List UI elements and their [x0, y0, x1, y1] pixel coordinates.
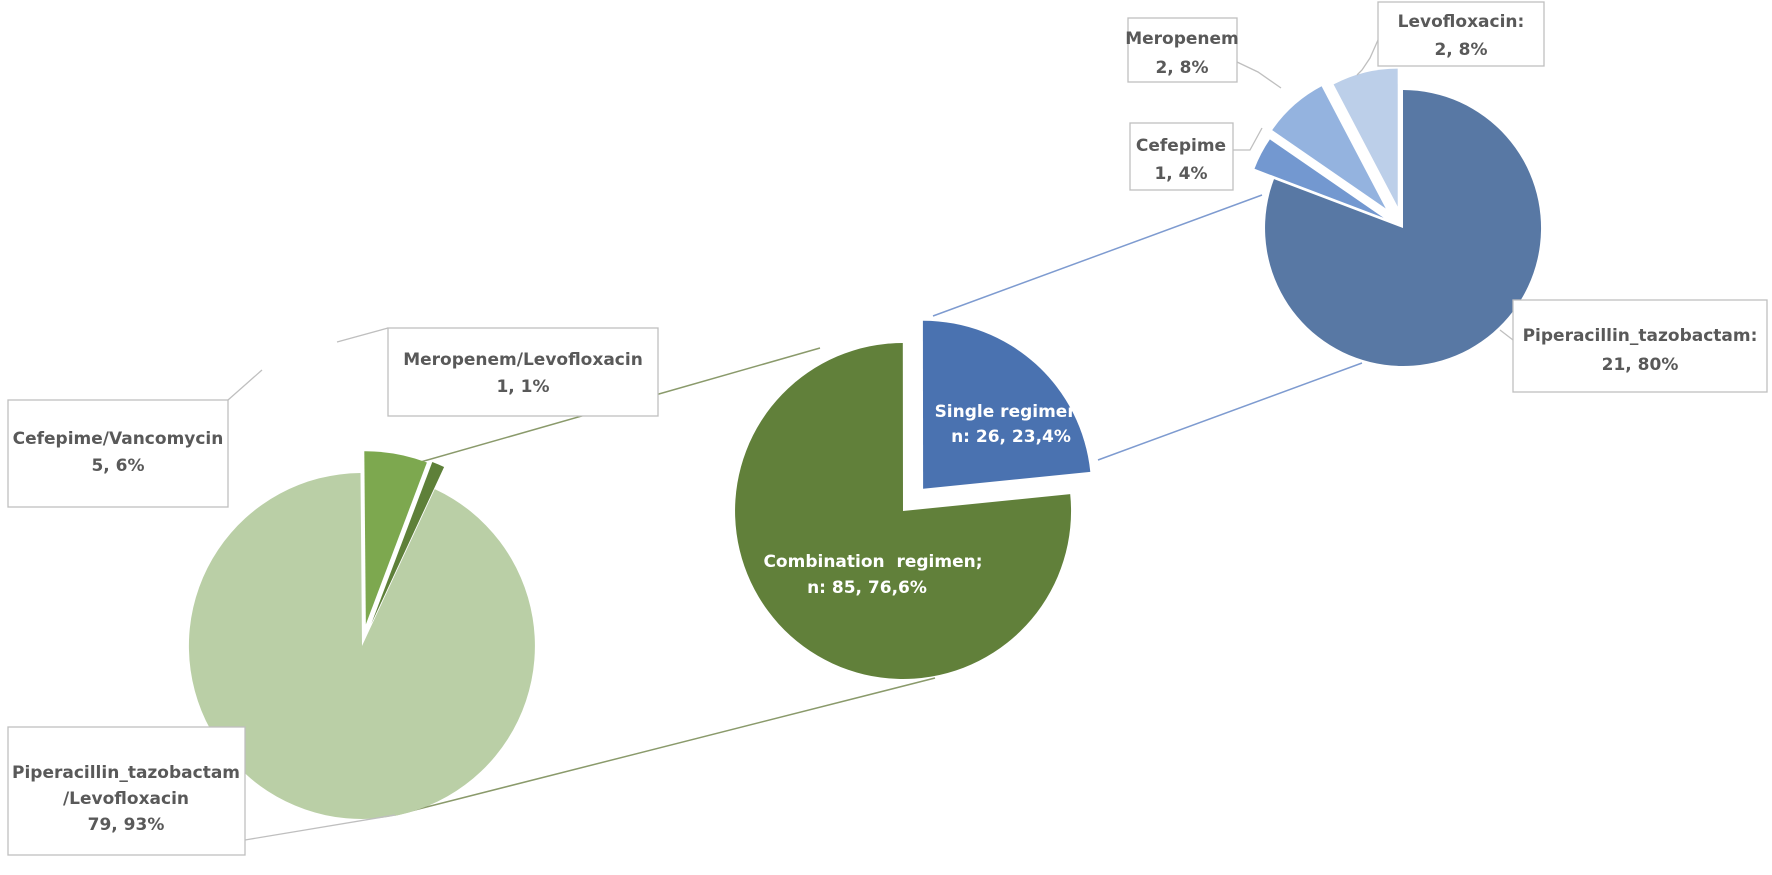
- pie-slice-combination-regimen: [735, 343, 1072, 679]
- pie-slice-single-regimen: [922, 320, 1091, 489]
- callout-cefepime: Cefepime 1, 4%: [1129, 122, 1263, 191]
- callout-cefepime-vancomycin: Cefepime/Vancomycin 5, 6%: [7, 369, 263, 508]
- data-label-single-regimen-name: Single regimen: [935, 402, 1080, 422]
- pie-slice-piperacillin-tazobactam-levofloxacin: [188, 473, 535, 819]
- callout-levofloxacin: Levofloxacin: 2, 8%: [1356, 1, 1545, 76]
- pie-slice-meropenem-levofloxacin: [371, 462, 445, 624]
- callout-meropenem-value: 2, 8%: [1155, 58, 1208, 78]
- connector-line-single-bottom: [1097, 362, 1363, 461]
- pie-slice-piperacillin-tazobactam: [1265, 89, 1542, 366]
- combination-breakdown-pie: [188, 451, 535, 819]
- pie-slice-levofloxacin: [1333, 68, 1398, 207]
- callout-levofloxacin-name: Levofloxacin:: [1398, 12, 1525, 32]
- callout-piperacillin-tazobactam-levofloxacin: Piperacillin_tazobactam /Levofloxacin 79…: [7, 726, 396, 856]
- data-label-combination-regimen-name: Combination regimen;: [763, 552, 982, 572]
- callout-cefepime-vancomycin-value: 5, 6%: [91, 456, 144, 476]
- callout-meropenem-levofloxacin-value: 1, 1%: [496, 377, 549, 397]
- data-label-single-regimen-value: n: 26, 23,4%: [951, 427, 1071, 447]
- main-pie: [735, 320, 1091, 679]
- callout-meropenem: Meropenem 2, 8%: [1125, 17, 1282, 89]
- connector-line-single-top: [932, 194, 1263, 317]
- connector-line-combination-bottom: [394, 677, 936, 816]
- callout-piperacillin-tazobactam-levofloxacin-name: Piperacillin_tazobactam: [12, 763, 240, 783]
- callout-piperacillin-tazobactam-name: Piperacillin_tazobactam:: [1523, 326, 1758, 346]
- callout-meropenem-levofloxacin-name: Meropenem/Levofloxacin: [403, 350, 643, 370]
- pie-slice-cefepime-vancomycin: [364, 451, 427, 625]
- callout-meropenem-levofloxacin: Meropenem/Levofloxacin 1, 1%: [336, 327, 659, 417]
- callout-cefepime-value: 1, 4%: [1154, 164, 1207, 184]
- data-label-combination-regimen-value: n: 85, 76,6%: [807, 578, 927, 598]
- single-breakdown-pie: [1254, 68, 1542, 366]
- callout-piperacillin-tazobactam-value: 21, 80%: [1602, 355, 1679, 375]
- callout-piperacillin-tazobactam: Piperacillin_tazobactam: 21, 80%: [1499, 299, 1768, 393]
- callout-piperacillin-tazobactam-levofloxacin-value: 79, 93%: [88, 815, 165, 835]
- callout-meropenem-name: Meropenem: [1125, 29, 1239, 49]
- pie-slice-meropenem: [1272, 86, 1386, 209]
- pie-slice-cefepime: [1254, 139, 1384, 218]
- callout-piperacillin-tazobactam-levofloxacin-name-line2: /Levofloxacin: [63, 789, 189, 809]
- callout-levofloxacin-value: 2, 8%: [1434, 40, 1487, 60]
- callout-cefepime-name: Cefepime: [1136, 136, 1226, 156]
- callout-cefepime-vancomycin-name: Cefepime/Vancomycin: [13, 429, 224, 449]
